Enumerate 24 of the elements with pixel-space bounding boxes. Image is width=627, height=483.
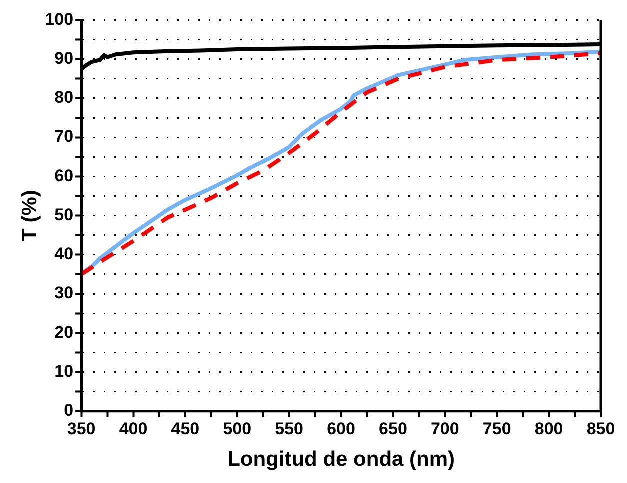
y-axis-title: T (%) (18, 190, 42, 242)
y-tick-label: 100 (45, 10, 74, 29)
y-tick-label: 30 (54, 284, 74, 303)
y-tick-label: 80 (54, 88, 74, 108)
x-tick-label: 650 (379, 419, 408, 438)
x-tick-label: 700 (430, 419, 460, 438)
x-tick-label: 500 (223, 419, 252, 438)
y-tick-label: 90 (54, 49, 74, 68)
x-tick-label: 800 (534, 419, 564, 438)
y-tick-label: 10 (54, 362, 74, 381)
x-tick-label: 750 (482, 419, 512, 438)
y-tick-label: 0 (64, 401, 74, 420)
y-tick-label: 20 (54, 322, 74, 342)
y-tick-label: 60 (54, 166, 74, 186)
x-tick-label: 850 (586, 419, 616, 438)
y-tick-label: 50 (54, 205, 74, 224)
y-tick-label: 70 (54, 127, 74, 146)
x-tick-label: 350 (67, 419, 96, 438)
x-tick-label: 550 (275, 419, 304, 438)
x-tick-label: 450 (171, 419, 200, 438)
x-tick-label: 400 (119, 419, 148, 438)
y-tick-label: 40 (54, 244, 74, 264)
x-axis-title: Longitud de onda (nm) (228, 448, 456, 472)
x-tick-label: 600 (327, 419, 356, 438)
